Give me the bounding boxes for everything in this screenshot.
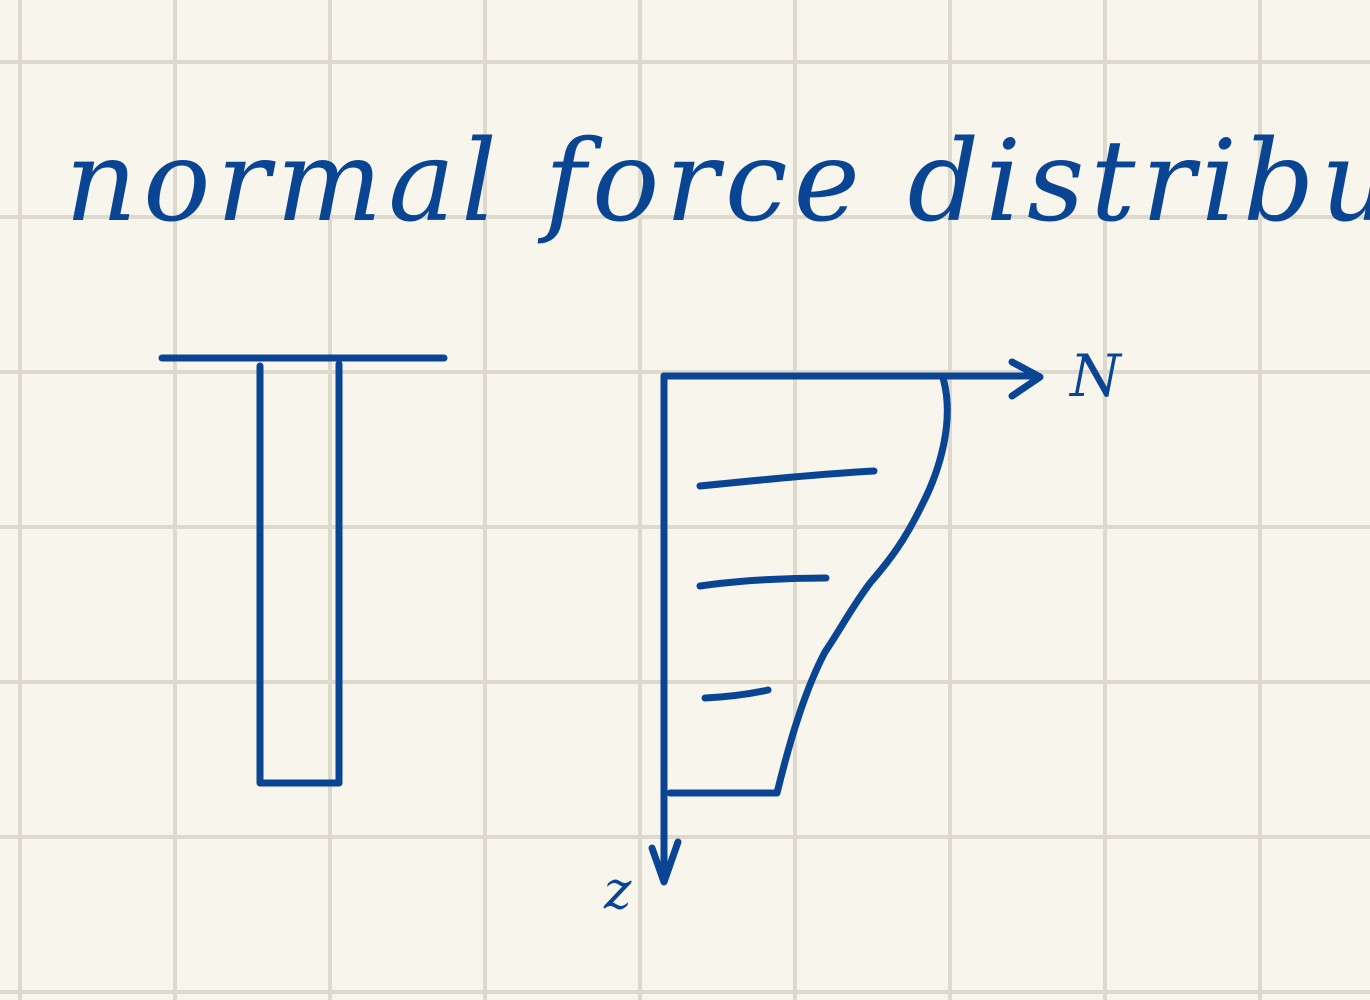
pile-outline <box>256 360 343 787</box>
hatch-line-lower <box>701 686 772 702</box>
hatch-line-middle <box>696 574 830 590</box>
n-axis-arrowhead <box>1008 358 1044 400</box>
pile-sketch <box>158 354 448 787</box>
force-distribution-diagram: N z <box>603 342 1123 921</box>
n-axis-label: N <box>1068 342 1123 410</box>
force-distribution-curve <box>773 374 951 797</box>
diagram-title: normal force distribution <box>65 117 1370 247</box>
z-axis-label: z <box>603 861 632 921</box>
hatch-line-upper <box>696 467 878 490</box>
z-axis-arrowhead <box>648 838 682 886</box>
